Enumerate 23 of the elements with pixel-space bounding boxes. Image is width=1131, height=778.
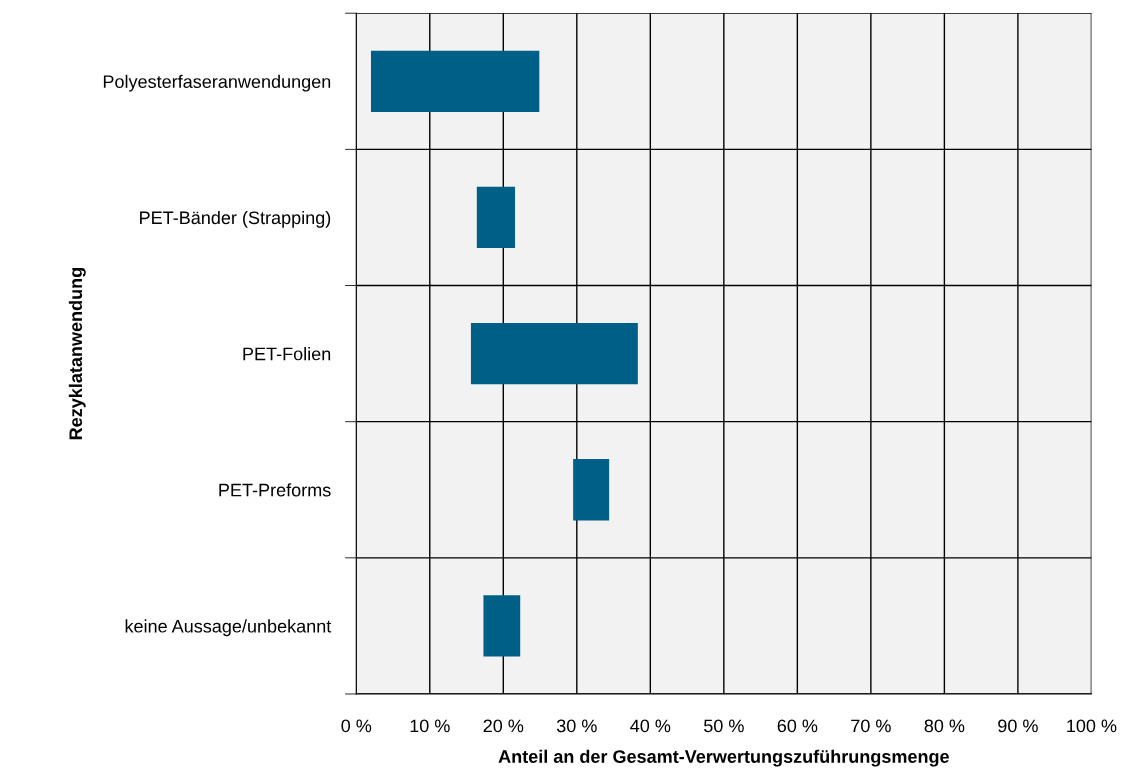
x-tick-label: 10 % [410, 719, 450, 733]
y-tick-label: PET-Bänder (Strapping) [140, 210, 331, 228]
bar [483, 595, 521, 657]
x-tick-label: 90 % [998, 719, 1038, 733]
x-tick-label: 80 % [924, 719, 965, 733]
bar [470, 322, 638, 385]
y-tick-label: PET-Preforms [219, 483, 331, 497]
bar [573, 459, 610, 521]
x-tick-label: 100 % [1067, 719, 1117, 733]
x-tick-label: 20 % [483, 719, 524, 733]
y-axis-title: Rezyklatanwendung [68, 268, 86, 440]
x-tick-label: 30 % [556, 719, 597, 733]
x-tick-label: 0 % [341, 719, 372, 733]
y-tick-label: Polyesterfaseranwendungen [103, 74, 331, 92]
y-tick-label: PET-Folien [243, 347, 331, 361]
x-tick-label: 70 % [851, 719, 891, 733]
bar [370, 50, 540, 112]
x-tick-label: 40 % [630, 719, 671, 733]
x-axis-title: Anteil an der Gesamt-Verwertungszuführungsmenge [498, 749, 949, 767]
bar [476, 186, 516, 249]
x-tick-label: 60 % [777, 719, 818, 733]
y-tick-label: keine Aussage/unbekannt [125, 619, 332, 637]
x-tick-label: 50 % [703, 719, 744, 733]
